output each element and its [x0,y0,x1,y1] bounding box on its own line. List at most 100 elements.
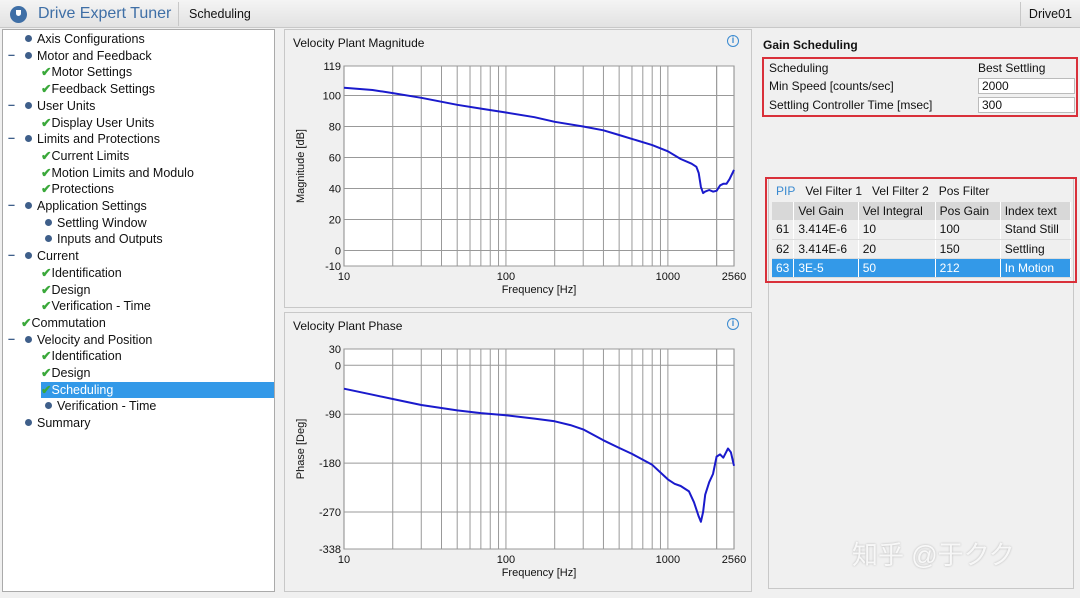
tree-item[interactable]: ✔Motion Limits and Modulo [41,165,194,181]
navigation-tree[interactable]: Axis Configurations – Motor and Feedback ✔M… [2,29,275,592]
column-header[interactable]: Pos Gain [935,202,1001,220]
bullet-icon [25,202,32,209]
tree-item-label: Velocity and Position [37,332,153,347]
tree-item[interactable]: ✔Feedback Settings [41,81,155,97]
collapse-icon[interactable]: – [8,97,15,112]
tree-item[interactable]: Current [25,248,79,264]
cell[interactable]: 3E-5 [793,258,859,278]
section-title: Gain Scheduling [763,38,858,52]
info-icon[interactable]: i [727,318,739,330]
column-header[interactable]: Vel Integral [858,202,936,220]
cell[interactable]: 20 [858,239,936,259]
collapse-icon[interactable]: – [8,131,15,146]
tree-item[interactable]: ✔Scheduling [41,381,274,398]
app-logo-icon [10,6,27,23]
cell[interactable]: 61 [772,220,795,240]
settling-time-input[interactable]: 300 [978,97,1075,113]
tree-item[interactable]: Velocity and Position [25,332,152,348]
collapse-icon[interactable]: – [8,198,15,212]
tree-item-label: Scheduling [51,382,114,397]
divider [178,2,179,26]
collapse-icon[interactable]: – [8,47,15,62]
info-icon[interactable]: i [727,35,739,47]
tab-pip[interactable]: PIP [776,184,796,198]
cell[interactable]: 3.414E-6 [793,239,859,259]
tree-item[interactable]: Summary [25,415,90,431]
x-tick-label: 100 [497,271,515,283]
tree-item[interactable]: Motor and Feedback [25,48,152,64]
app-title: Drive Expert Tuner [38,5,172,22]
y-tick-label: 30 [329,344,341,356]
y-tick-label: -338 [319,544,341,556]
x-tick-label: 100 [497,554,515,566]
cell[interactable]: Stand Still [1000,220,1072,240]
tree-item-label: Design [51,282,91,297]
tree-item[interactable]: ✔Current Limits [41,148,129,164]
tree-item[interactable]: ✔Protections [41,181,114,197]
cell[interactable]: Settling [1000,239,1072,259]
tree-item[interactable]: Application Settings [25,198,147,214]
settling-time-label: Settling Controller Time [msec] [769,98,933,112]
tree-item-label: Limits and Protections [37,132,160,147]
collapse-icon[interactable]: – [8,331,15,346]
cell[interactable]: In Motion [1000,258,1072,278]
tree-item[interactable]: Axis Configurations [25,31,145,47]
tree-item-label: Design [51,366,91,380]
table-header: Vel Gain Vel Integral Pos Gain Index tex… [772,202,1072,220]
tree-item[interactable]: ✔Motor Settings [41,64,132,80]
column-header[interactable]: Index text [1000,202,1072,220]
check-icon: ✔ [41,65,52,80]
tree-item[interactable]: ✔Display User Units [41,115,154,131]
tree-item-label: Motor and Feedback [37,48,152,63]
column-header[interactable]: Vel Gain [793,202,859,220]
bullet-icon [45,235,52,243]
tab-vel-filter-1[interactable]: Vel Filter 1 [805,184,863,198]
x-tick-label: 1000 [656,271,680,283]
check-icon: ✔ [41,182,52,197]
tree-item-label: Verification - Time [57,399,157,414]
tree-item[interactable]: Settling Window [45,215,147,231]
tree-item-label: Summary [37,416,91,431]
tree-item[interactable]: Limits and Protections [25,131,160,147]
x-tick-label: 2560 [722,271,746,283]
breadcrumb: Scheduling [189,7,251,21]
cell[interactable]: 150 [935,239,1001,259]
check-icon: ✔ [41,82,52,97]
cell[interactable]: 10 [858,220,936,240]
chart-title: Velocity Plant Magnitude [293,36,425,50]
y-tick-label: -180 [319,458,341,470]
cell[interactable]: 212 [935,258,1001,278]
tab-vel-filter-2[interactable]: Vel Filter 2 [872,184,929,198]
cell[interactable]: 3.414E-6 [793,220,859,240]
cell[interactable]: 50 [858,258,936,278]
x-tick-label: 10 [338,271,350,283]
collapse-icon[interactable]: – [8,248,15,263]
tree-item[interactable]: Verification - Time [45,398,156,414]
cell[interactable]: 63 [772,258,795,278]
table-row-selected[interactable]: 63 3E-5 50 212 In Motion [772,258,1072,278]
tree-item[interactable]: User Units [25,98,95,114]
tree-item[interactable]: ✔Design [41,282,90,298]
tree-item-label: Current Limits [51,148,130,163]
magnitude-panel: Velocity Plant Magnitude i -10 0 20 40 60 80 1… [284,29,752,308]
tree-item-label: Commutation [31,315,106,330]
min-speed-input[interactable]: 2000 [978,78,1075,94]
check-icon: ✔ [41,366,52,380]
table-row[interactable]: 62 3.414E-6 20 150 Settling [772,239,1072,259]
tree-item[interactable]: Inputs and Outputs [45,231,163,247]
scheduling-value[interactable]: Best Settling [978,61,1046,75]
tree-item[interactable]: ✔Verification - Time [41,298,151,314]
tree-item-label: Inputs and Outputs [57,232,163,247]
cell[interactable]: 62 [772,239,795,259]
tab-pos-filter[interactable]: Pos Filter [938,184,990,198]
tree-item[interactable]: ✔Design [41,365,90,381]
tree-item[interactable]: ✔Identification [41,265,122,281]
cell[interactable]: 100 [935,220,1001,240]
tree-item[interactable]: ✔Identification [41,348,122,364]
y-tick-label: -270 [319,507,341,519]
y-tick-label: 0 [335,360,341,372]
tree-item-label: Identification [51,349,122,364]
drive-selector[interactable]: Drive01 [1019,2,1080,26]
table-row[interactable]: 61 3.414E-6 10 100 Stand Still [772,220,1072,240]
tree-item[interactable]: ✔Commutation [21,315,106,331]
